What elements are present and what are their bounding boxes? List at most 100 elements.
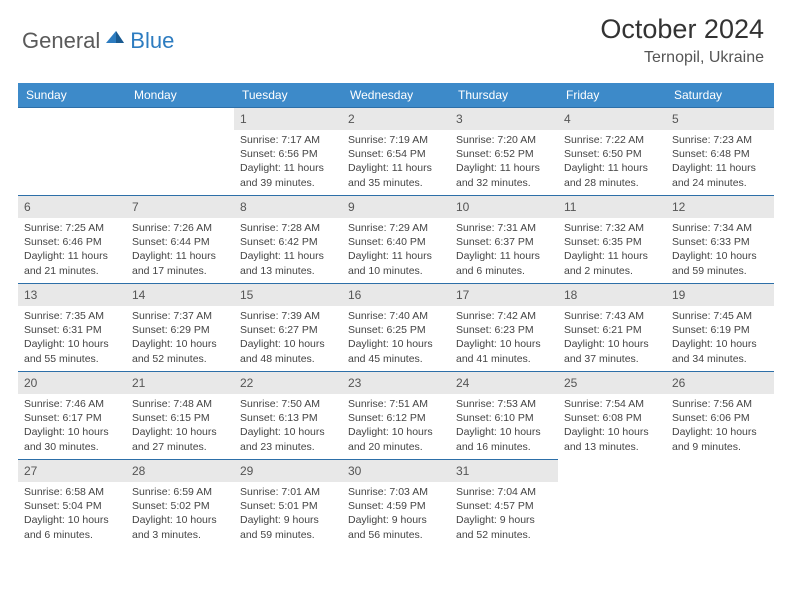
sunset-text: Sunset: 6:46 PM xyxy=(24,235,120,249)
day-number: 7 xyxy=(132,200,139,214)
day-number: 30 xyxy=(348,464,361,478)
location-label: Ternopil, Ukraine xyxy=(600,49,764,67)
sunrise-text: Sunrise: 7:25 AM xyxy=(24,221,120,235)
daylight-text-2: and 28 minutes. xyxy=(564,176,660,190)
day-number-bar: 3 xyxy=(450,108,558,130)
sunset-text: Sunset: 6:06 PM xyxy=(672,411,768,425)
calendar-day-cell: 29Sunrise: 7:01 AMSunset: 5:01 PMDayligh… xyxy=(234,460,342,548)
daylight-text-2: and 35 minutes. xyxy=(348,176,444,190)
day-number-bar: 24 xyxy=(450,372,558,394)
calendar-week-row: 20Sunrise: 7:46 AMSunset: 6:17 PMDayligh… xyxy=(18,372,774,460)
daylight-text-1: Daylight: 10 hours xyxy=(672,425,768,439)
daylight-text-1: Daylight: 10 hours xyxy=(24,337,120,351)
sunset-text: Sunset: 6:40 PM xyxy=(348,235,444,249)
day-body: Sunrise: 7:54 AMSunset: 6:08 PMDaylight:… xyxy=(558,394,666,458)
daylight-text-1: Daylight: 11 hours xyxy=(240,161,336,175)
sunset-text: Sunset: 6:17 PM xyxy=(24,411,120,425)
day-header-row: SundayMondayTuesdayWednesdayThursdayFrid… xyxy=(18,83,774,108)
sunrise-text: Sunrise: 7:19 AM xyxy=(348,133,444,147)
daylight-text-1: Daylight: 10 hours xyxy=(132,513,228,527)
sunrise-text: Sunrise: 6:58 AM xyxy=(24,485,120,499)
day-number: 22 xyxy=(240,376,253,390)
sunset-text: Sunset: 6:19 PM xyxy=(672,323,768,337)
calendar-day-cell xyxy=(18,108,126,196)
sailboat-icon xyxy=(104,29,128,45)
day-number: 20 xyxy=(24,376,37,390)
sunset-text: Sunset: 6:29 PM xyxy=(132,323,228,337)
sunrise-text: Sunrise: 7:50 AM xyxy=(240,397,336,411)
day-body: Sunrise: 7:04 AMSunset: 4:57 PMDaylight:… xyxy=(450,482,558,546)
daylight-text-1: Daylight: 11 hours xyxy=(456,161,552,175)
sunrise-text: Sunrise: 7:35 AM xyxy=(24,309,120,323)
day-number-bar: 8 xyxy=(234,196,342,218)
daylight-text-2: and 23 minutes. xyxy=(240,440,336,454)
daylight-text-2: and 32 minutes. xyxy=(456,176,552,190)
day-header: Monday xyxy=(126,83,234,108)
sunset-text: Sunset: 6:52 PM xyxy=(456,147,552,161)
calendar-day-cell xyxy=(126,108,234,196)
day-number: 1 xyxy=(240,112,247,126)
day-body: Sunrise: 6:58 AMSunset: 5:04 PMDaylight:… xyxy=(18,482,126,546)
daylight-text-1: Daylight: 10 hours xyxy=(132,337,228,351)
daylight-text-2: and 52 minutes. xyxy=(456,528,552,542)
daylight-text-2: and 17 minutes. xyxy=(132,264,228,278)
sunrise-text: Sunrise: 7:37 AM xyxy=(132,309,228,323)
day-number: 11 xyxy=(564,200,576,214)
daylight-text-1: Daylight: 10 hours xyxy=(24,513,120,527)
daylight-text-1: Daylight: 11 hours xyxy=(240,249,336,263)
day-number-bar: 31 xyxy=(450,460,558,482)
day-header: Friday xyxy=(558,83,666,108)
daylight-text-1: Daylight: 11 hours xyxy=(564,249,660,263)
calendar-day-cell: 24Sunrise: 7:53 AMSunset: 6:10 PMDayligh… xyxy=(450,372,558,460)
sunset-text: Sunset: 6:08 PM xyxy=(564,411,660,425)
daylight-text-2: and 16 minutes. xyxy=(456,440,552,454)
daylight-text-1: Daylight: 10 hours xyxy=(348,337,444,351)
day-number-bar: 26 xyxy=(666,372,774,394)
daylight-text-2: and 48 minutes. xyxy=(240,352,336,366)
daylight-text-2: and 41 minutes. xyxy=(456,352,552,366)
daylight-text-1: Daylight: 10 hours xyxy=(456,337,552,351)
day-number-bar: 4 xyxy=(558,108,666,130)
day-number-bar: 30 xyxy=(342,460,450,482)
sunset-text: Sunset: 6:10 PM xyxy=(456,411,552,425)
daylight-text-2: and 6 minutes. xyxy=(456,264,552,278)
daylight-text-2: and 2 minutes. xyxy=(564,264,660,278)
day-number-bar: 12 xyxy=(666,196,774,218)
sunset-text: Sunset: 6:12 PM xyxy=(348,411,444,425)
day-number: 2 xyxy=(348,112,355,126)
daylight-text-2: and 9 minutes. xyxy=(672,440,768,454)
sunset-text: Sunset: 6:25 PM xyxy=(348,323,444,337)
sunrise-text: Sunrise: 7:22 AM xyxy=(564,133,660,147)
calendar-week-row: 27Sunrise: 6:58 AMSunset: 5:04 PMDayligh… xyxy=(18,460,774,548)
sunrise-text: Sunrise: 7:23 AM xyxy=(672,133,768,147)
day-number: 23 xyxy=(348,376,361,390)
daylight-text-1: Daylight: 9 hours xyxy=(240,513,336,527)
day-number-bar: 28 xyxy=(126,460,234,482)
day-number-bar: 17 xyxy=(450,284,558,306)
sunset-text: Sunset: 6:15 PM xyxy=(132,411,228,425)
day-body: Sunrise: 7:23 AMSunset: 6:48 PMDaylight:… xyxy=(666,130,774,194)
day-number-bar: 18 xyxy=(558,284,666,306)
calendar-day-cell: 5Sunrise: 7:23 AMSunset: 6:48 PMDaylight… xyxy=(666,108,774,196)
sunrise-text: Sunrise: 7:04 AM xyxy=(456,485,552,499)
daylight-text-1: Daylight: 11 hours xyxy=(456,249,552,263)
daylight-text-2: and 24 minutes. xyxy=(672,176,768,190)
sunrise-text: Sunrise: 7:26 AM xyxy=(132,221,228,235)
brand-logo: General Blue xyxy=(22,28,174,54)
calendar-day-cell: 17Sunrise: 7:42 AMSunset: 6:23 PMDayligh… xyxy=(450,284,558,372)
daylight-text-1: Daylight: 9 hours xyxy=(348,513,444,527)
calendar-day-cell: 2Sunrise: 7:19 AMSunset: 6:54 PMDaylight… xyxy=(342,108,450,196)
day-number-bar: 14 xyxy=(126,284,234,306)
sunrise-text: Sunrise: 7:42 AM xyxy=(456,309,552,323)
sunrise-text: Sunrise: 7:01 AM xyxy=(240,485,336,499)
day-body: Sunrise: 7:32 AMSunset: 6:35 PMDaylight:… xyxy=(558,218,666,282)
sunrise-text: Sunrise: 7:54 AM xyxy=(564,397,660,411)
day-number-bar: 13 xyxy=(18,284,126,306)
day-body: Sunrise: 7:01 AMSunset: 5:01 PMDaylight:… xyxy=(234,482,342,546)
day-body: Sunrise: 7:34 AMSunset: 6:33 PMDaylight:… xyxy=(666,218,774,282)
day-number: 14 xyxy=(132,288,145,302)
day-number-bar: 11 xyxy=(558,196,666,218)
day-body: Sunrise: 7:35 AMSunset: 6:31 PMDaylight:… xyxy=(18,306,126,370)
sunset-text: Sunset: 6:48 PM xyxy=(672,147,768,161)
sunrise-text: Sunrise: 7:45 AM xyxy=(672,309,768,323)
